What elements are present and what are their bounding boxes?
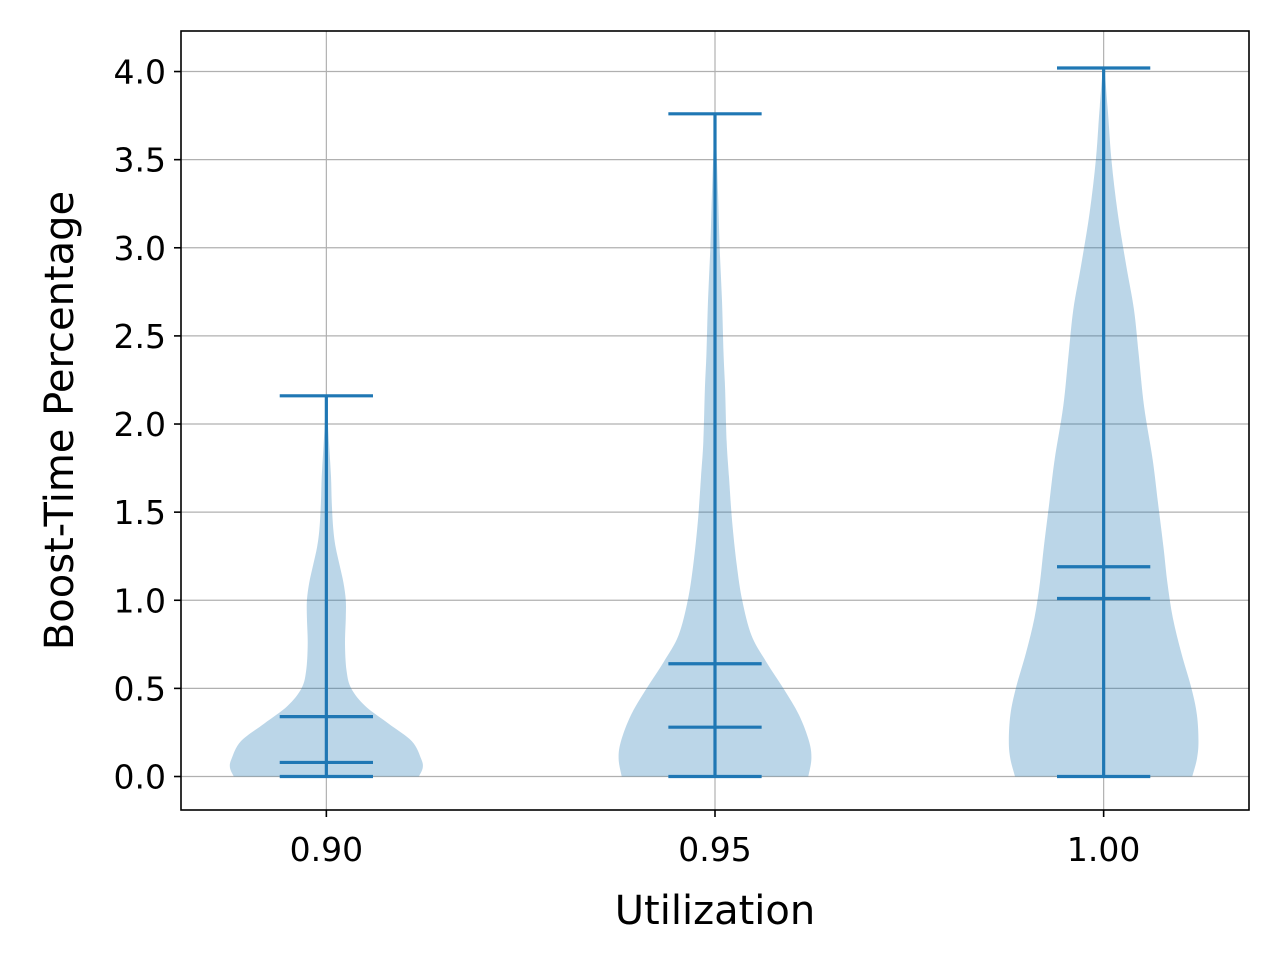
y-tick-label: 4.0 <box>114 53 166 92</box>
y-axis-title: Boost-Time Percentage <box>37 191 83 650</box>
y-tick-label: 3.5 <box>114 141 166 180</box>
x-axis-title: Utilization <box>615 888 815 934</box>
y-tick-label: 2.5 <box>114 317 166 356</box>
y-tick-label: 1.0 <box>114 581 166 620</box>
y-tick-label: 1.5 <box>114 493 166 532</box>
y-tick-label: 0.0 <box>114 758 166 797</box>
violin-group <box>229 394 423 779</box>
ticks-layer: 0.0 0.5 1.0 1.5 2.0 2.5 3.0 3.5 4.0 0.90 0.95 1.00 <box>114 53 1141 869</box>
x-tick-label: 0.95 <box>678 830 751 869</box>
x-tick-label: 1.00 <box>1067 830 1140 869</box>
violin-group <box>1008 66 1199 779</box>
y-tick-label: 3.0 <box>114 229 166 268</box>
x-tick-label: 0.90 <box>290 830 363 869</box>
violin-group <box>618 112 812 779</box>
y-tick-label: 0.5 <box>114 669 166 708</box>
y-tick-label: 2.0 <box>114 405 166 444</box>
violin-layer <box>229 66 1199 779</box>
